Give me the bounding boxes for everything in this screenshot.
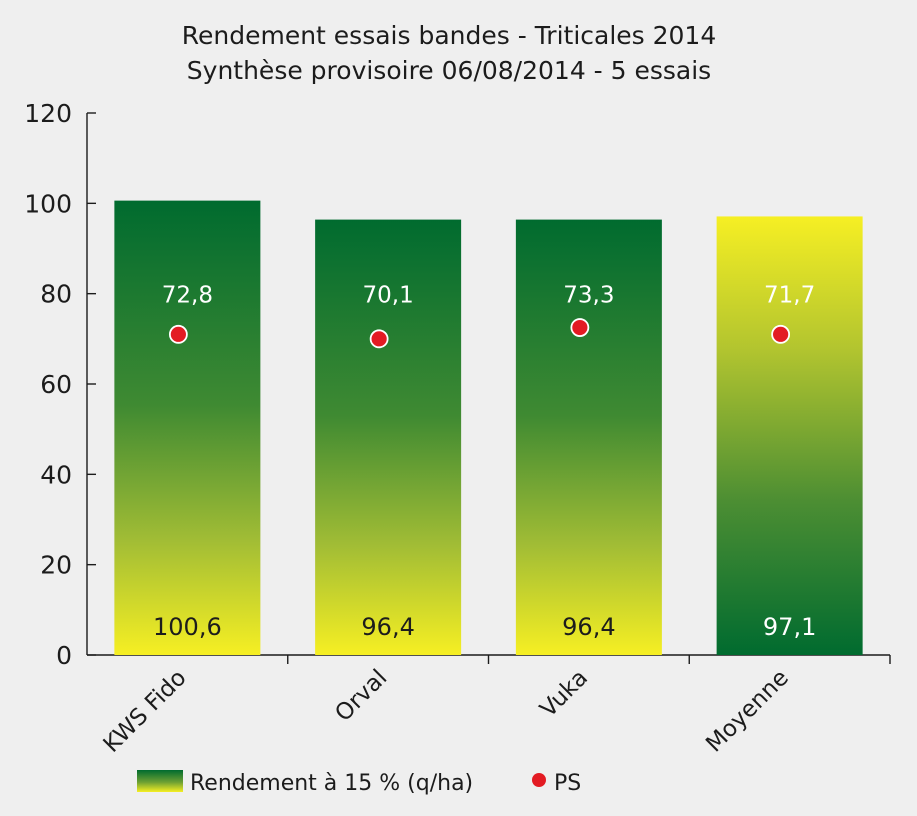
ps-point [771,324,791,344]
legend-label-rendement: Rendement à 15 % (q/ha) [190,771,473,796]
y-axis: 0 20 40 60 80 100 120 [24,99,96,670]
bar-value-label: 96,4 [562,613,615,641]
ps-value-label: 72,8 [162,283,213,309]
legend-swatch-rendement [137,770,183,792]
y-tick-label: 40 [40,460,72,489]
category-label: KWS Fido [99,665,192,758]
bar-value-label: 100,6 [153,613,222,641]
bar-kws-fido [114,200,261,655]
category-label: Vuka [535,665,593,723]
category-labels: KWS Fido Orval Vuka Moyenne [99,665,794,758]
ps-value-label: 70,1 [363,283,414,309]
bar-moyenne [716,216,863,655]
ps-point [369,329,389,349]
chart-subtitle: Synthèse provisoire 06/08/2014 - 5 essai… [187,56,711,85]
x-axis [87,654,891,664]
legend-marker-ps [532,773,546,787]
ps-value-labels: 72,8 70,1 73,3 71,7 [162,283,815,309]
category-label: Moyenne [701,665,794,758]
bar-value-label: 96,4 [361,613,414,641]
ps-series [168,318,791,349]
bar-vuka [515,219,662,656]
legend: Rendement à 15 % (q/ha) PS [137,770,581,796]
bar-orval [315,219,462,656]
ps-value-label: 73,3 [563,283,614,309]
ps-point [570,318,590,337]
bar-series [114,200,863,656]
ps-value-label: 71,7 [764,283,815,309]
y-tick-label: 120 [24,99,72,128]
category-label: Orval [330,665,392,727]
chart-title: Rendement essais bandes - Triticales 201… [182,21,717,50]
ps-point [168,324,188,344]
legend-label-ps: PS [554,771,581,796]
bar-value-label: 97,1 [763,613,816,641]
y-tick-label: 0 [56,641,72,670]
bar-value-labels: 100,6 96,4 96,4 97,1 [153,613,816,641]
y-tick-label: 80 [40,280,72,309]
y-tick-label: 100 [24,189,72,218]
y-tick-label: 20 [40,551,72,580]
y-tick-label: 60 [40,370,72,399]
